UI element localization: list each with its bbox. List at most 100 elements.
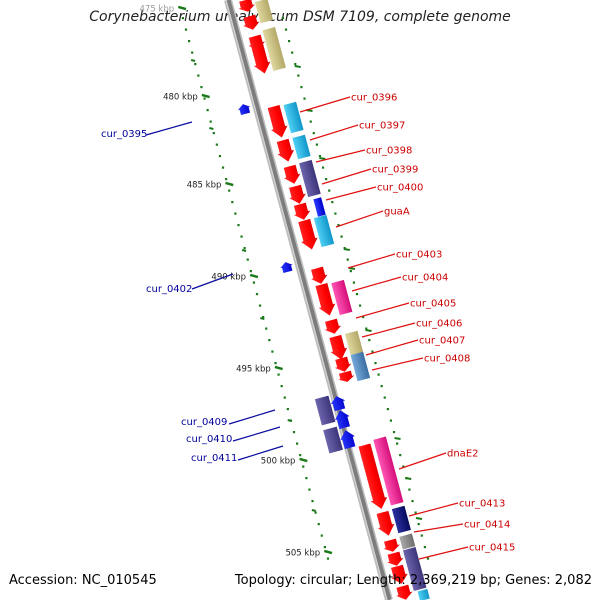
inner-ring-dot bbox=[318, 155, 322, 158]
gene-callout-line bbox=[299, 96, 351, 113]
cog-box-cyan bbox=[292, 134, 311, 160]
ruler-minor-tick bbox=[209, 127, 214, 130]
cog-box-pink bbox=[373, 436, 404, 506]
outer-ring-dot bbox=[203, 97, 206, 100]
forward-cds-arrow bbox=[267, 104, 288, 138]
outer-ring-dot bbox=[188, 40, 191, 43]
outer-ring-dot bbox=[299, 454, 302, 457]
outer-ring-dot bbox=[317, 523, 320, 526]
outer-ring-dot bbox=[234, 212, 237, 215]
gene-label: cur_0398 bbox=[366, 146, 412, 157]
outer-ring-dot bbox=[265, 327, 268, 330]
outer-ring-dot bbox=[311, 500, 314, 503]
gene-callout-line bbox=[232, 426, 281, 442]
ruler-minor-tick bbox=[311, 509, 317, 512]
outer-ring-dot bbox=[200, 86, 203, 89]
ruler-tick bbox=[225, 181, 234, 187]
gene-callout-line bbox=[325, 186, 377, 201]
gene-label: cur_0395 bbox=[101, 129, 147, 140]
gene-callout-line bbox=[413, 523, 464, 533]
inner-ring-dot bbox=[340, 235, 343, 238]
forward-cds-arrow bbox=[311, 266, 328, 284]
gene-label: cur_0400 bbox=[377, 183, 423, 194]
inner-ring-dot bbox=[417, 523, 420, 526]
gene-label: cur_0405 bbox=[410, 299, 456, 310]
forward-cds-arrow bbox=[293, 202, 311, 220]
inner-ring-dot bbox=[281, 17, 285, 20]
inner-ring-dot bbox=[368, 339, 371, 342]
inner-ring-dot bbox=[349, 270, 352, 273]
outer-ring-dot bbox=[326, 557, 330, 560]
inner-ring-dot bbox=[288, 40, 291, 43]
outer-ring-dot bbox=[215, 143, 218, 146]
outer-ring-dot bbox=[221, 166, 225, 169]
ruler-minor-tick bbox=[190, 59, 196, 62]
inner-ring-dot bbox=[337, 224, 340, 227]
outer-ring-dot bbox=[181, 17, 185, 20]
ruler-label: 500 kbp bbox=[261, 457, 296, 467]
cog-box-pink bbox=[331, 279, 353, 316]
ruler-label: 480 kbp bbox=[163, 93, 198, 103]
inner-ring-dot bbox=[396, 442, 399, 445]
outer-ring-dot bbox=[243, 247, 246, 250]
reverse-cds-arrow bbox=[334, 410, 350, 430]
cog-box-khaki bbox=[262, 27, 286, 71]
reverse-cds-arrow bbox=[237, 104, 251, 116]
cog-box-gray bbox=[399, 533, 416, 550]
outer-ring-dot bbox=[320, 534, 323, 537]
ruler-label: 475 kbp bbox=[140, 5, 175, 15]
inner-ruler-tick bbox=[415, 517, 423, 520]
genome-backbone-highlight bbox=[225, 0, 388, 600]
inner-ring-dot bbox=[365, 327, 368, 330]
gene-label: cur_0409 bbox=[181, 417, 227, 428]
forward-cds-arrow bbox=[358, 443, 388, 509]
forward-cds-arrow bbox=[283, 164, 301, 184]
gene-callout-line bbox=[315, 149, 366, 163]
cog-box-steel bbox=[350, 351, 371, 382]
inner-ring-dot bbox=[300, 86, 303, 89]
gene-label: cur_0397 bbox=[359, 121, 405, 132]
gene-callout-line bbox=[398, 452, 447, 470]
outer-ring-dot bbox=[209, 120, 212, 123]
inner-ring-dot bbox=[346, 258, 349, 261]
gene-label: cur_0413 bbox=[459, 499, 505, 510]
outer-ring-dot bbox=[231, 201, 234, 204]
inner-ring-dot bbox=[294, 63, 297, 66]
ruler-tick bbox=[249, 273, 259, 279]
genome-stats-text: Topology: circular; Length: 2,369,219 bp… bbox=[234, 573, 592, 588]
inner-ring-dot bbox=[312, 132, 315, 135]
ruler-tick bbox=[177, 5, 187, 11]
ruler-tick bbox=[299, 457, 308, 463]
outer-ring-dot bbox=[258, 304, 262, 307]
outer-ring-dot bbox=[212, 132, 215, 135]
ruler-label: 505 kbp bbox=[285, 549, 320, 559]
gene-callout-line bbox=[228, 409, 276, 425]
cog-box-cyan bbox=[313, 214, 335, 248]
outer-ring-dot bbox=[218, 155, 222, 158]
gene-label: cur_0396 bbox=[351, 93, 397, 104]
outer-ring-dot bbox=[292, 431, 296, 434]
gene-label: cur_0407 bbox=[419, 336, 465, 347]
inner-ring-dot bbox=[408, 488, 411, 491]
inner-ruler-tick bbox=[343, 248, 350, 251]
inner-ruler-tick bbox=[348, 267, 356, 270]
inner-ring-dot bbox=[402, 465, 405, 468]
forward-cds-arrow bbox=[250, 40, 271, 74]
gene-callout-line bbox=[355, 302, 410, 319]
inner-ring-dot bbox=[355, 293, 359, 296]
ruler-label: 490 kbp bbox=[211, 273, 246, 283]
inner-ring-dot bbox=[392, 431, 396, 434]
inner-ring-dot bbox=[315, 143, 318, 146]
inner-ring-dot bbox=[358, 304, 362, 307]
gene-callout-line bbox=[408, 502, 459, 517]
cog-box-cyan bbox=[417, 588, 430, 600]
inner-ring-dot bbox=[331, 201, 334, 204]
outer-ring-dot bbox=[308, 488, 311, 491]
outer-ring-dot bbox=[283, 396, 286, 399]
inner-ring-dot bbox=[420, 534, 423, 537]
outer-ring-dot bbox=[225, 178, 228, 181]
forward-cds-arrow bbox=[383, 538, 400, 552]
ruler-label: 485 kbp bbox=[187, 181, 222, 191]
cds-track bbox=[237, 0, 413, 600]
